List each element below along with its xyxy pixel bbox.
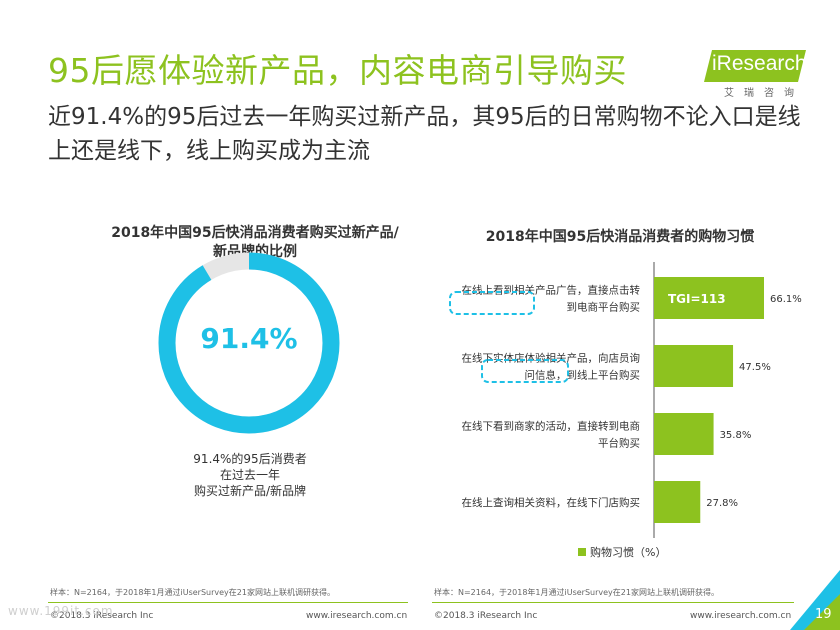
category-label: 在线下实体店体验相关产品，向店员询 [462,352,641,365]
bar-value-label: 35.8% [720,430,752,441]
bar [654,345,734,387]
iresearch-logo: iResearch 艾瑞咨询 [704,44,812,100]
legend-label: 购物习惯（%） [590,546,667,559]
logo-brand: iResearch [712,52,807,75]
donut-arc [158,252,340,434]
category-label: 在线上看到相关产品广告，直接点击转 [462,284,641,297]
category-label: 在线上查询相关资料，在线下门店购买 [462,496,641,509]
copyright: ©2018.3 iResearch Inc [50,611,154,621]
bar-chart-title: 2018年中国95后快消品消费者的购物习惯 [485,229,755,245]
category-label: 问信息，到线上平台购买 [525,369,641,382]
legend-swatch [578,548,586,556]
category-label: 平台购买 [598,437,640,450]
donut-value-label: 91.4% [200,322,298,355]
corner-triangle-green [804,594,840,630]
watermark: www.199it.com [8,604,114,618]
page-subtitle: 近91.4%的95后过去一年购买过新产品，其95后的日常购物不论入口是线上还是线… [48,104,801,164]
page-title: 95后愿体验新产品，内容电商引导购买 [48,51,627,90]
donut-note-line: 购买过新产品/新品牌 [193,484,307,498]
highlight-box [481,359,569,383]
corner-decoration [790,570,840,630]
category-label: 在线下看到商家的活动，直接转到电商 [462,420,641,433]
donut-note-line: 91.4%的95后消费者 [193,452,307,466]
footer-divider [48,602,408,603]
donut-note: 91.4%的95后消费者 在过去一年 购买过新产品/新品牌 [150,451,350,499]
highlight-box [449,291,535,315]
logo-subtitle: 艾瑞咨询 [724,88,804,99]
footer-divider [432,602,794,603]
copyright: ©2018.3 iResearch Inc [434,611,538,621]
bar-value-label: 66.1% [770,294,802,305]
page-number: 19 [815,607,832,622]
sample-note: 样本：N=2164，于2018年1月通过iUserSurvey在21家网站上联机… [434,588,719,597]
website-url: www.iresearch.com.cn [690,611,792,621]
tgi-annotation: TGI=113 [668,292,726,306]
bar-value-label: 47.5% [739,362,771,373]
bar [654,277,764,319]
bar-value-label: 27.8% [706,498,738,509]
chart-legend: 购物习惯（%） [578,544,666,560]
website-url: www.iresearch.com.cn [306,611,408,621]
bar [654,413,714,455]
donut-chart-title: 2018年中国95后快消品消费者购买过新产品/新品牌的比例 [111,225,399,260]
donut-chart [158,252,340,434]
sample-note: 样本：N=2164，于2018年1月通过iUserSurvey在21家网站上联机… [50,588,335,597]
bar [654,481,701,523]
category-label: 到电商平台购买 [567,301,641,314]
donut-note-line: 在过去一年 [219,468,280,482]
